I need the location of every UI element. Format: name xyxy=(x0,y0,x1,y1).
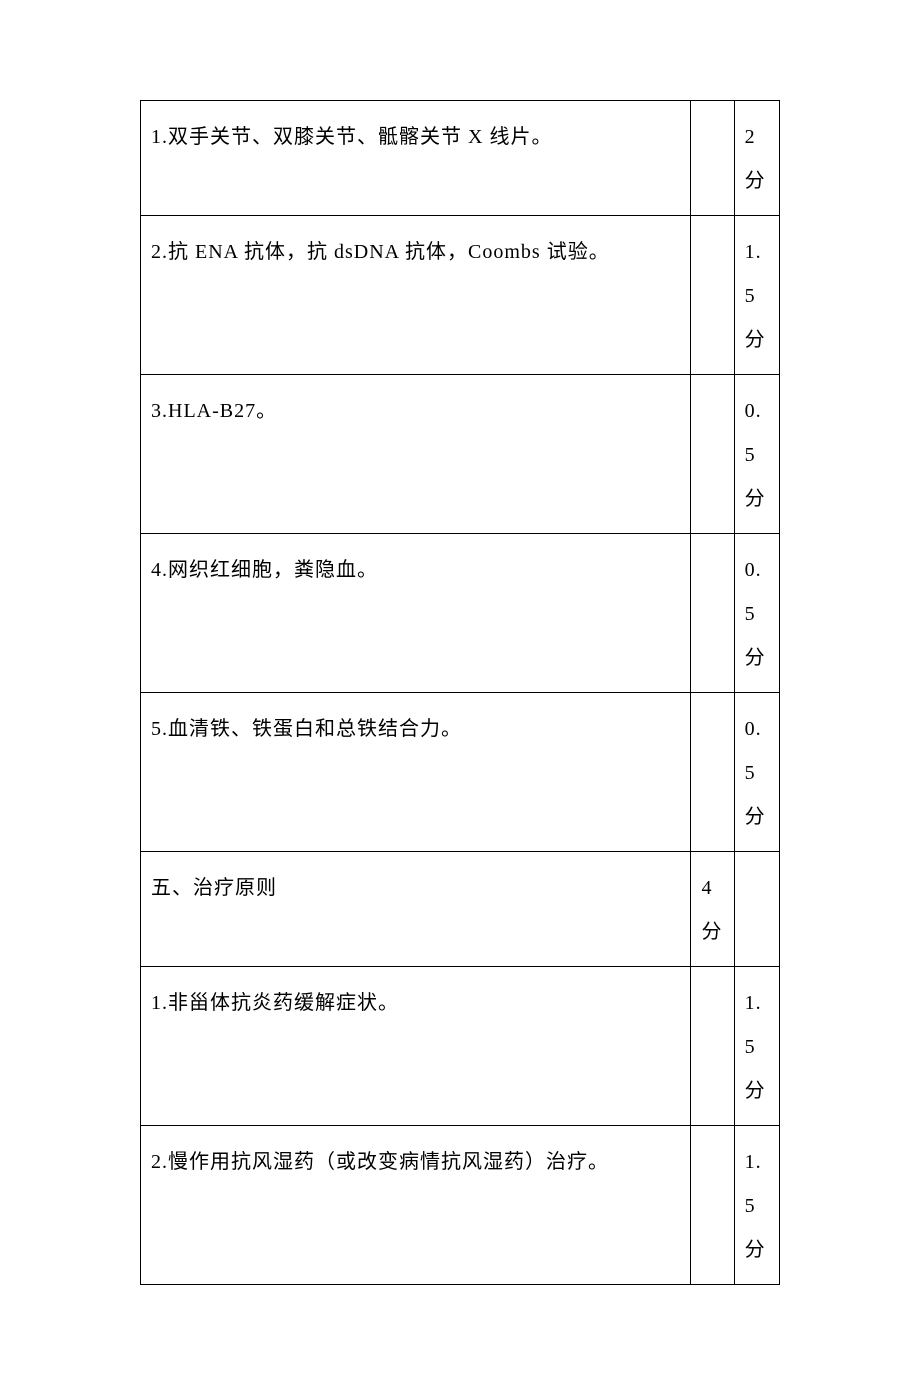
cell-description: 五、治疗原则 xyxy=(141,852,691,967)
cell-minor-score: 1.5分 xyxy=(734,216,779,375)
cell-minor-score: 2分 xyxy=(734,101,779,216)
cell-description: 4.网织红细胞，粪隐血。 xyxy=(141,534,691,693)
cell-major-score xyxy=(691,216,734,375)
table-row: 2.慢作用抗风湿药（或改变病情抗风湿药）治疗。 1.5分 xyxy=(141,1126,780,1285)
cell-minor-score: 0.5分 xyxy=(734,534,779,693)
table-row: 3.HLA-B27。 0.5分 xyxy=(141,375,780,534)
cell-minor-score: 1.5分 xyxy=(734,1126,779,1285)
cell-minor-score xyxy=(734,852,779,967)
cell-description: 5.血清铁、铁蛋白和总铁结合力。 xyxy=(141,693,691,852)
cell-minor-score: 1.5分 xyxy=(734,967,779,1126)
table-row: 五、治疗原则 4分 xyxy=(141,852,780,967)
cell-major-score: 4分 xyxy=(691,852,734,967)
cell-description: 1.非甾体抗炎药缓解症状。 xyxy=(141,967,691,1126)
cell-major-score xyxy=(691,534,734,693)
cell-major-score xyxy=(691,101,734,216)
cell-description: 2.抗 ENA 抗体，抗 dsDNA 抗体，Coombs 试验。 xyxy=(141,216,691,375)
table-row: 5.血清铁、铁蛋白和总铁结合力。 0.5分 xyxy=(141,693,780,852)
cell-major-score xyxy=(691,693,734,852)
cell-description: 2.慢作用抗风湿药（或改变病情抗风湿药）治疗。 xyxy=(141,1126,691,1285)
cell-major-score xyxy=(691,1126,734,1285)
cell-major-score xyxy=(691,375,734,534)
cell-description: 1.双手关节、双膝关节、骶髂关节 X 线片。 xyxy=(141,101,691,216)
cell-minor-score: 0.5分 xyxy=(734,693,779,852)
cell-major-score xyxy=(691,967,734,1126)
table-body: 1.双手关节、双膝关节、骶髂关节 X 线片。 2分 2.抗 ENA 抗体，抗 d… xyxy=(141,101,780,1285)
table-row: 1.双手关节、双膝关节、骶髂关节 X 线片。 2分 xyxy=(141,101,780,216)
table-row: 1.非甾体抗炎药缓解症状。 1.5分 xyxy=(141,967,780,1126)
scoring-table: 1.双手关节、双膝关节、骶髂关节 X 线片。 2分 2.抗 ENA 抗体，抗 d… xyxy=(140,100,780,1285)
cell-description: 3.HLA-B27。 xyxy=(141,375,691,534)
cell-minor-score: 0.5分 xyxy=(734,375,779,534)
table-row: 4.网织红细胞，粪隐血。 0.5分 xyxy=(141,534,780,693)
table-row: 2.抗 ENA 抗体，抗 dsDNA 抗体，Coombs 试验。 1.5分 xyxy=(141,216,780,375)
